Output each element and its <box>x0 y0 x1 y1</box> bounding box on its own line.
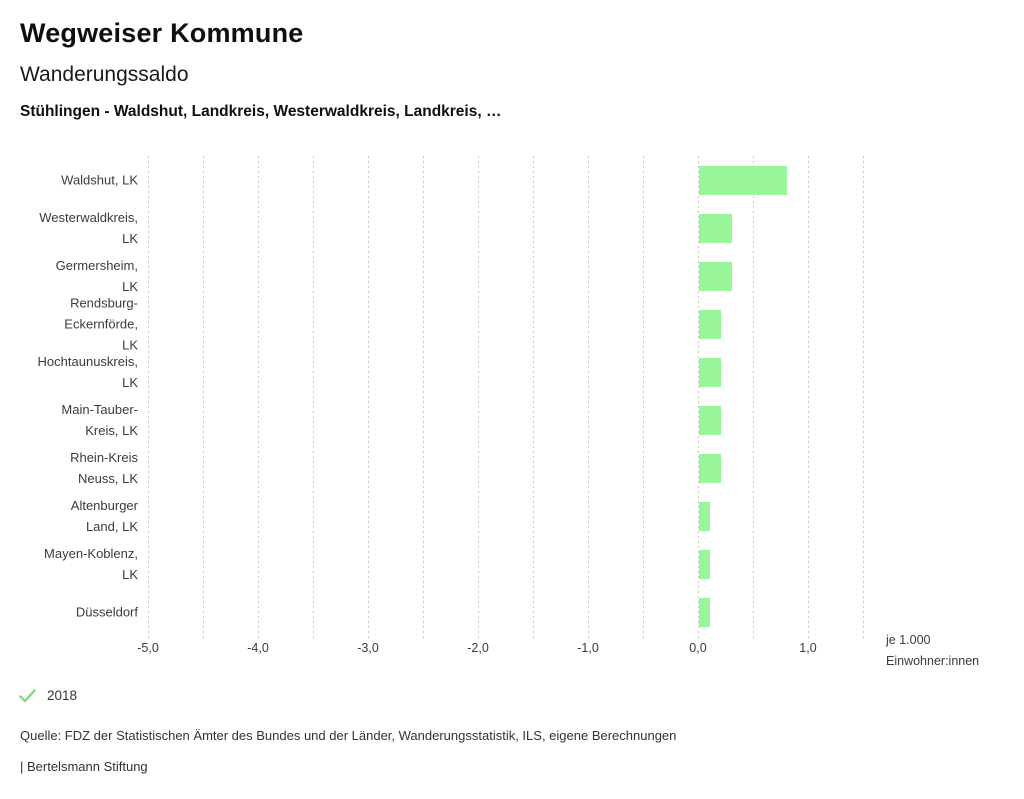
check-icon <box>19 688 36 703</box>
gridline <box>643 156 644 640</box>
gridline <box>753 156 754 640</box>
category-label: Mayen-Koblenz, LK <box>44 546 138 582</box>
chart-selection-subtitle: Stühlingen - Waldshut, Landkreis, Wester… <box>20 103 502 120</box>
category-label: Rendsburg- Eckernförde, LK <box>64 295 138 353</box>
legend-year-label: 2018 <box>47 688 78 703</box>
page-title: Wegweiser Kommune <box>20 18 304 48</box>
category-label: Düsseldorf <box>75 604 138 620</box>
gridline <box>588 156 589 640</box>
bar[interactable] <box>699 213 732 243</box>
category-label: Westerwaldkreis, LK <box>39 210 138 246</box>
category-label: Rhein-Kreis Neuss, LK <box>70 450 138 486</box>
bar[interactable] <box>699 309 721 339</box>
bar[interactable] <box>699 261 732 291</box>
bar[interactable] <box>699 501 710 531</box>
legend-item-2018[interactable]: 2018 <box>19 688 77 703</box>
gridline <box>203 156 204 640</box>
source-note: Quelle: FDZ der Statistischen Ämter des … <box>20 728 677 743</box>
gridline <box>368 156 369 640</box>
gridline <box>478 156 479 640</box>
gridline <box>698 156 699 640</box>
category-label: Germersheim, LK <box>55 258 138 294</box>
category-label: Hochtaunuskreis, LK <box>37 354 138 390</box>
chart-title: Wanderungssaldo <box>20 63 189 86</box>
gridline <box>148 156 149 640</box>
x-tick-label: -2,0 <box>467 641 489 655</box>
bar[interactable] <box>699 357 721 387</box>
bar[interactable] <box>699 549 710 579</box>
gridline <box>313 156 314 640</box>
bar[interactable] <box>699 597 710 627</box>
attribution: | Bertelsmann Stiftung <box>20 759 148 774</box>
gridline <box>808 156 809 640</box>
axis-unit-line-2: Einwohner:innen <box>886 654 980 668</box>
gridline <box>423 156 424 640</box>
bar[interactable] <box>699 453 721 483</box>
gridline <box>258 156 259 640</box>
category-label: Main-Tauber- Kreis, LK <box>61 402 138 438</box>
x-tick-label: 0,0 <box>689 641 707 655</box>
x-tick-label: -4,0 <box>247 641 269 655</box>
bar[interactable] <box>699 405 721 435</box>
category-label: Waldshut, LK <box>61 172 138 188</box>
x-tick-label: -1,0 <box>577 641 599 655</box>
gridline <box>533 156 534 640</box>
x-tick-label: -5,0 <box>137 641 159 655</box>
x-tick-label: -3,0 <box>357 641 379 655</box>
gridline <box>863 156 864 640</box>
axis-unit-line-1: je 1.000 <box>886 633 931 647</box>
axis-unit-label: je 1.000 Einwohner:innen <box>886 630 979 672</box>
category-label: Altenburger Land, LK <box>70 498 138 534</box>
x-tick-label: 1,0 <box>799 641 817 655</box>
bar[interactable] <box>699 165 787 195</box>
